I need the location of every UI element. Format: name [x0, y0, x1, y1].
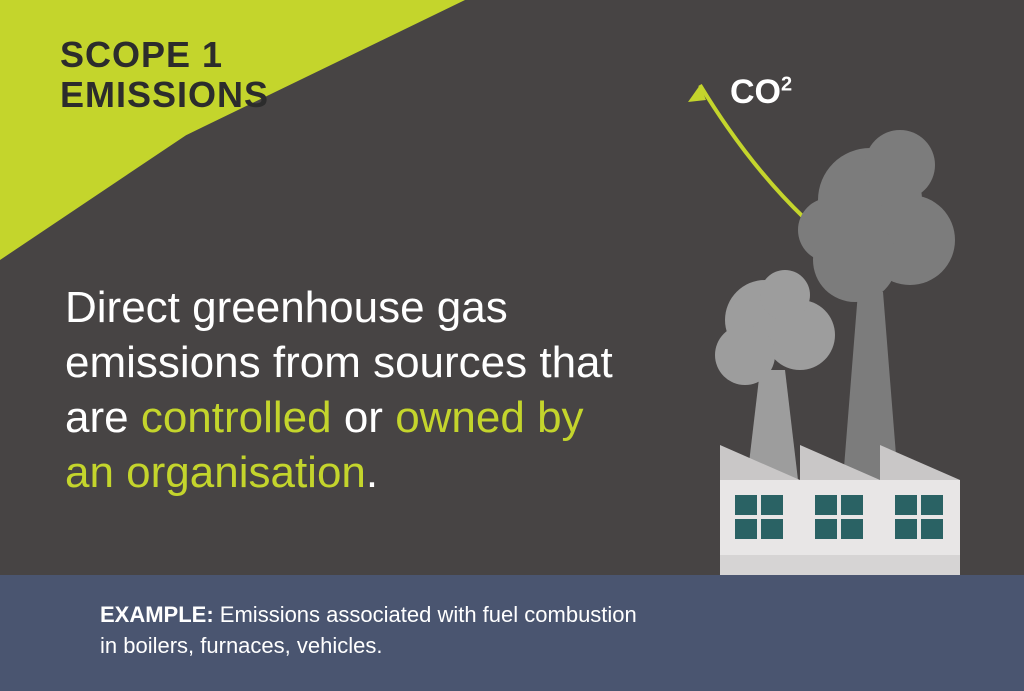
- description: Direct greenhouse gas emissions from sou…: [65, 280, 625, 500]
- factory-illustration: [630, 60, 1010, 580]
- example-text: EXAMPLE: Emissions associated with fuel …: [100, 600, 650, 662]
- desc-text-3: .: [366, 448, 378, 497]
- desc-text-2: or: [332, 393, 396, 442]
- title-line-2: EMISSIONS: [60, 74, 269, 115]
- desc-highlight-1: controlled: [141, 393, 332, 442]
- example-label: EXAMPLE:: [100, 602, 214, 627]
- smoke-cloud-dark: [798, 130, 955, 302]
- smoke-cloud-light: [715, 270, 835, 385]
- factory-base: [720, 555, 960, 575]
- footer-band: EXAMPLE: Emissions associated with fuel …: [0, 575, 1024, 691]
- title-line-1: SCOPE 1: [60, 34, 223, 75]
- page-title: SCOPE 1 EMISSIONS: [60, 35, 269, 114]
